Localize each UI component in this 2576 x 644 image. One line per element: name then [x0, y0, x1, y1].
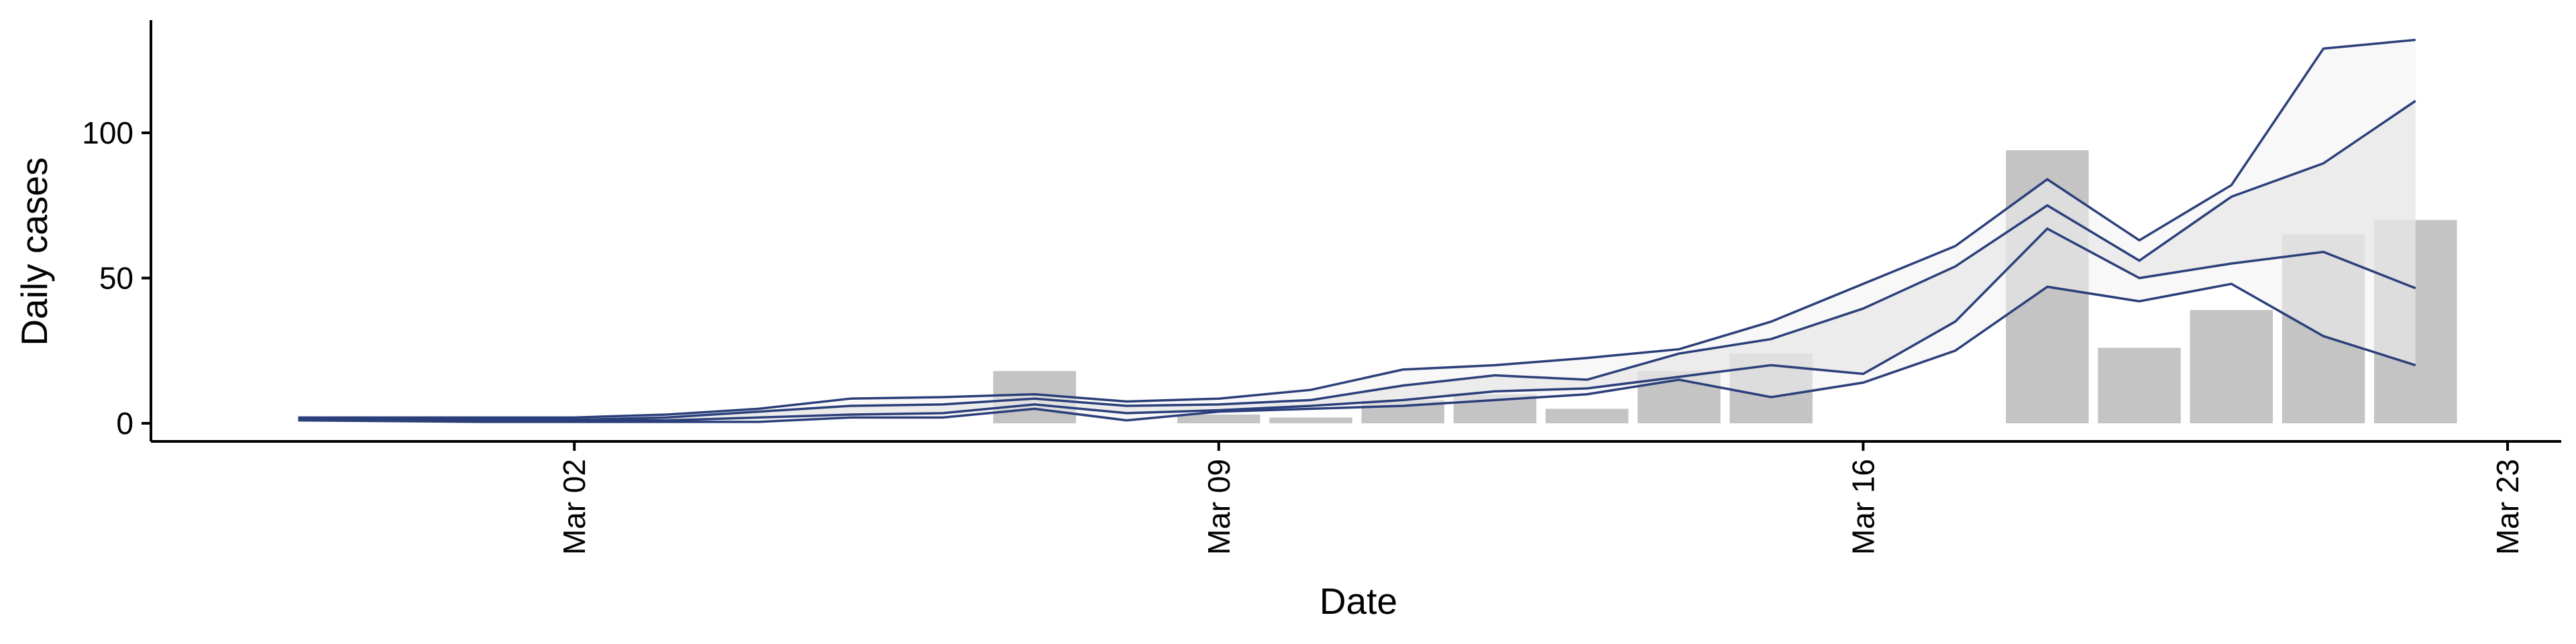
band-lower-line [298, 227, 2416, 422]
interval-band [298, 101, 2416, 421]
bar [1545, 409, 1629, 423]
bar [1177, 415, 1260, 423]
x-tick-label: Mar 09 [1201, 459, 1236, 555]
bar [2098, 347, 2181, 423]
y-tick-label: 0 [116, 406, 133, 441]
x-axis-title: Date [1320, 580, 1397, 622]
x-tick-label: Mar 23 [2490, 459, 2525, 555]
bar [2190, 310, 2273, 423]
y-tick-label: 50 [99, 261, 133, 296]
y-tick-label: 100 [82, 115, 133, 150]
x-tick-label: Mar 02 [557, 459, 592, 555]
axes [142, 20, 2561, 451]
bar [1269, 417, 1352, 423]
band-upper-line [298, 38, 2416, 419]
y-axis-title: Daily cases [13, 157, 55, 345]
tick-labels: 0 50 100 Mar 02 Mar 09 Mar 16 Mar 23 [82, 115, 2525, 555]
interval-lines [298, 38, 2416, 423]
band-lower-line [298, 282, 2416, 423]
interval-bands [298, 40, 2416, 422]
band-upper-line [298, 99, 2416, 421]
x-tick-label: Mar 16 [1845, 459, 1880, 555]
